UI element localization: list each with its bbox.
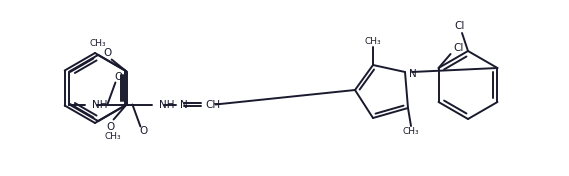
Text: CH₃: CH₃ — [403, 127, 419, 137]
Text: CH₃: CH₃ — [104, 132, 121, 141]
Text: CH₃: CH₃ — [365, 36, 381, 46]
Text: CH: CH — [205, 99, 221, 109]
Text: O: O — [139, 127, 147, 137]
Text: N: N — [180, 99, 188, 109]
Text: O: O — [106, 121, 115, 131]
Text: NH: NH — [92, 99, 108, 109]
Text: Cl: Cl — [455, 21, 465, 31]
Text: O: O — [114, 73, 122, 83]
Text: N: N — [409, 69, 417, 79]
Text: O: O — [104, 48, 112, 58]
Text: Cl: Cl — [453, 43, 464, 53]
Text: CH₃: CH₃ — [89, 39, 106, 48]
Text: NH: NH — [159, 99, 175, 109]
